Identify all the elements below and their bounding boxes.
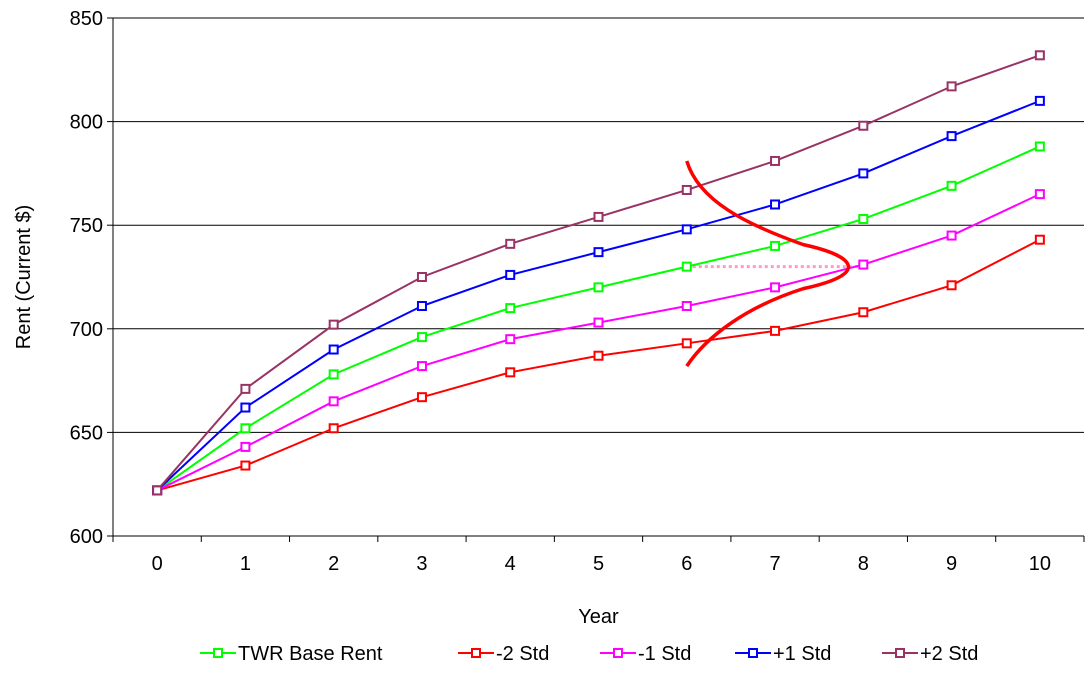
- y-tick-label: 700: [70, 319, 103, 341]
- y-tick-label: 800: [70, 112, 103, 134]
- data-point: [946, 230, 957, 241]
- data-point: [858, 307, 869, 318]
- x-tick-label: 1: [240, 553, 251, 575]
- data-point: [1034, 50, 1045, 61]
- data-point: [593, 247, 604, 258]
- x-tick-label: 2: [328, 553, 339, 575]
- series-line-1: [156, 238, 1041, 492]
- distribution-curve: [685, 160, 851, 368]
- legend-marker: [748, 648, 758, 658]
- y-tick-label: 650: [70, 422, 103, 444]
- x-tick-label: 8: [858, 553, 869, 575]
- legend-label: +1 Std: [773, 643, 831, 665]
- data-point: [240, 383, 251, 394]
- x-tick-label: 5: [593, 553, 604, 575]
- legend-marker: [613, 648, 623, 658]
- series-lines: [152, 50, 1045, 496]
- data-point: [416, 392, 427, 403]
- x-tick-label: 0: [152, 553, 163, 575]
- y-tick-label: 600: [70, 526, 103, 548]
- data-point: [505, 303, 516, 314]
- data-point: [152, 485, 163, 496]
- x-tick-label: 10: [1029, 553, 1051, 575]
- data-point: [681, 261, 692, 272]
- gridlines: [113, 17, 1084, 433]
- data-point: [328, 369, 339, 380]
- legend-item: TWR Base Rent: [200, 643, 383, 665]
- y-axis-title: Rent (Current $): [13, 205, 35, 350]
- data-point: [770, 240, 781, 251]
- legend-label: -1 Std: [638, 643, 691, 665]
- legend-label: TWR Base Rent: [238, 643, 383, 665]
- data-point: [770, 325, 781, 336]
- legend-item: -2 Std: [458, 643, 549, 665]
- data-point: [858, 213, 869, 224]
- data-point: [328, 423, 339, 434]
- data-point: [240, 423, 251, 434]
- data-point: [770, 155, 781, 166]
- y-tick-label: 850: [70, 8, 103, 30]
- legend-item: +1 Std: [735, 643, 831, 665]
- data-point: [240, 460, 251, 471]
- data-point: [505, 367, 516, 378]
- data-point: [505, 238, 516, 249]
- data-point: [328, 396, 339, 407]
- data-point: [328, 319, 339, 330]
- data-point: [946, 280, 957, 291]
- data-point: [240, 402, 251, 413]
- data-point: [1034, 189, 1045, 200]
- data-point: [593, 282, 604, 293]
- x-tick-label: 7: [769, 553, 780, 575]
- data-point: [328, 344, 339, 355]
- data-point: [240, 441, 251, 452]
- x-tick-label: 6: [681, 553, 692, 575]
- data-point: [770, 199, 781, 210]
- data-point: [593, 211, 604, 222]
- axes: [107, 17, 1085, 542]
- data-point: [858, 168, 869, 179]
- data-point: [416, 361, 427, 372]
- legend-marker: [895, 648, 905, 658]
- data-point: [681, 301, 692, 312]
- data-point: [858, 259, 869, 270]
- data-point: [505, 269, 516, 280]
- data-point: [416, 272, 427, 282]
- data-point: [1034, 234, 1045, 245]
- legend: TWR Base Rent -2 Std -1 Std +1 Std +2 Std: [200, 643, 978, 665]
- x-tick-label: 3: [416, 553, 427, 575]
- x-tick-label: 4: [505, 553, 516, 575]
- legend-marker: [213, 648, 223, 658]
- x-axis-title: Year: [578, 606, 619, 628]
- data-point: [416, 332, 427, 343]
- tick-labels: 600 650 700 750 800 850 0 1 2 3 4 5 6 7 8 9 10: [70, 8, 1051, 575]
- legend-label: +2 Std: [920, 643, 978, 665]
- data-point: [593, 317, 604, 328]
- x-tick-label: 9: [946, 553, 957, 575]
- data-point: [505, 334, 516, 345]
- legend-label: -2 Std: [496, 643, 549, 665]
- data-point: [681, 338, 692, 349]
- data-point: [1034, 141, 1045, 152]
- y-tick-label: 750: [70, 215, 103, 237]
- data-point: [946, 131, 957, 142]
- data-point: [681, 224, 692, 235]
- data-point: [858, 120, 869, 131]
- data-point: [946, 81, 957, 92]
- data-point: [946, 180, 957, 191]
- data-point: [593, 350, 604, 361]
- data-point: [770, 282, 781, 293]
- data-point: [1034, 95, 1045, 106]
- legend-item: +2 Std: [882, 643, 978, 665]
- legend-item: -1 Std: [600, 643, 691, 665]
- legend-marker: [471, 648, 481, 658]
- data-point: [681, 184, 692, 195]
- data-point: [416, 301, 427, 312]
